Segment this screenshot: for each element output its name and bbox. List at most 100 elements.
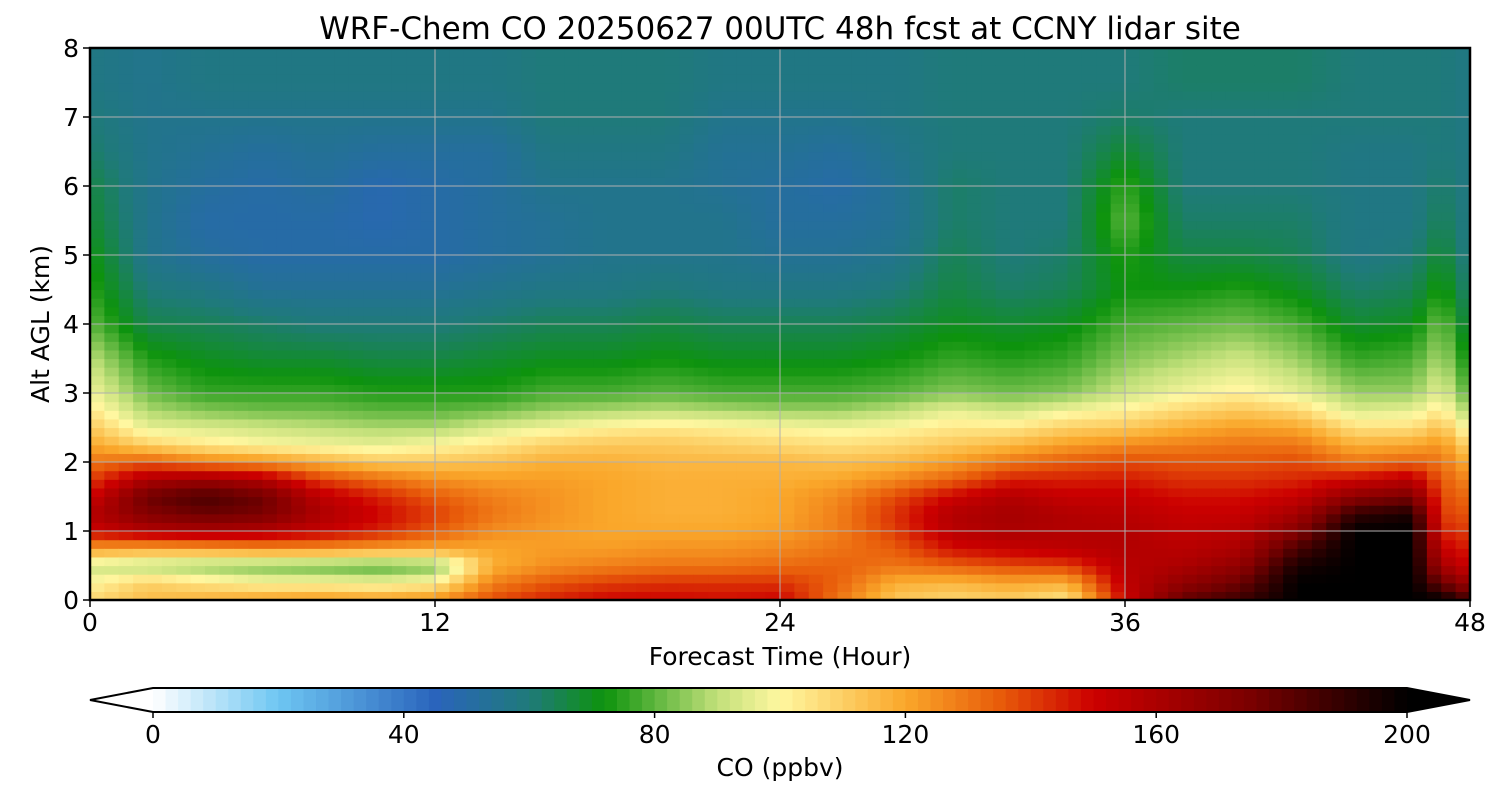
- heatmap-cell: [435, 548, 450, 558]
- heatmap-cell: [722, 237, 738, 247]
- heatmap-cell: [233, 496, 249, 506]
- heatmap-cell: [693, 565, 709, 575]
- heatmap-cell: [1125, 341, 1140, 351]
- heatmap-cell: [794, 556, 810, 567]
- heatmap-cell: [276, 393, 292, 403]
- heatmap-cell: [176, 82, 192, 92]
- heatmap-cell: [320, 99, 335, 109]
- heatmap-cell: [794, 117, 810, 127]
- heatmap-cell: [420, 298, 436, 308]
- heatmap-cell: [420, 220, 436, 230]
- heatmap-cell: [535, 229, 551, 239]
- heatmap-cell: [276, 539, 292, 549]
- heatmap-cell: [851, 298, 867, 308]
- heatmap-cell: [334, 73, 350, 84]
- heatmap-cell: [693, 341, 709, 351]
- heatmap-cell: [219, 298, 235, 308]
- heatmap-cell: [938, 332, 954, 342]
- heatmap-cell: [521, 315, 537, 325]
- heatmap-cell: [1081, 349, 1097, 360]
- heatmap-cell: [1182, 272, 1198, 282]
- heatmap-cell: [851, 531, 867, 541]
- heatmap-cell: [219, 48, 235, 58]
- heatmap-cell: [435, 82, 450, 92]
- heatmap-cell: [248, 462, 264, 472]
- heatmap-cell: [205, 556, 220, 567]
- heatmap-cell: [334, 168, 350, 178]
- heatmap-cell: [363, 401, 379, 411]
- heatmap-cell: [535, 324, 551, 334]
- heatmap-cell: [995, 487, 1011, 498]
- heatmap-cell: [593, 384, 609, 394]
- heatmap-cell: [1196, 505, 1212, 515]
- heatmap-cell: [966, 531, 982, 541]
- heatmap-cell: [1038, 496, 1054, 506]
- heatmap-cell: [1024, 410, 1040, 420]
- heatmap-cell: [104, 263, 120, 273]
- heatmap-cell: [1139, 220, 1155, 230]
- heatmap-cell: [1139, 393, 1155, 403]
- heatmap-cell: [506, 470, 522, 480]
- heatmap-cell: [952, 332, 968, 342]
- heatmap-cell: [334, 496, 350, 506]
- heatmap-cell: [521, 487, 537, 498]
- heatmap-cell: [1081, 272, 1097, 282]
- heatmap-cell: [736, 582, 752, 592]
- heatmap-cell: [1038, 65, 1054, 75]
- heatmap-cell: [550, 401, 565, 411]
- heatmap-cell: [1125, 125, 1140, 135]
- heatmap-cell: [348, 229, 364, 239]
- heatmap-cell: [851, 487, 867, 498]
- heatmap-cell: [593, 324, 609, 334]
- heatmap-cell: [765, 108, 781, 118]
- heatmap-cell: [952, 82, 968, 92]
- heatmap-cell: [90, 177, 105, 187]
- heatmap-cell: [952, 531, 968, 541]
- heatmap-cell: [1010, 255, 1025, 265]
- heatmap-cell: [348, 349, 364, 360]
- heatmap-cell: [909, 298, 925, 308]
- heatmap-cell: [463, 539, 479, 549]
- heatmap-cell: [708, 168, 724, 178]
- heatmap-cell: [377, 505, 393, 515]
- heatmap-cell: [1110, 306, 1126, 316]
- heatmap-cell: [291, 556, 307, 567]
- heatmap-cell: [90, 246, 105, 256]
- heatmap-cell: [449, 237, 465, 247]
- heatmap-cell: [420, 332, 436, 342]
- heatmap-cell: [1153, 168, 1169, 178]
- heatmap-cell: [823, 505, 839, 515]
- heatmap-cell: [995, 349, 1011, 360]
- heatmap-cell: [521, 108, 537, 118]
- heatmap-cell: [1110, 393, 1126, 403]
- heatmap-cell: [995, 142, 1011, 153]
- heatmap-cell: [823, 582, 839, 592]
- heatmap-cell: [1182, 548, 1198, 558]
- heatmap-cell: [794, 99, 810, 109]
- heatmap-cell: [420, 168, 436, 178]
- heatmap-cell: [1153, 177, 1169, 187]
- heatmap-cell: [205, 427, 220, 437]
- heatmap-cell: [161, 168, 177, 178]
- heatmap-cell: [161, 160, 177, 170]
- heatmap-cell: [262, 384, 278, 394]
- heatmap-cell: [751, 522, 767, 532]
- heatmap-cell: [765, 444, 781, 454]
- heatmap-cell: [1168, 522, 1184, 532]
- heatmap-cell: [1096, 186, 1112, 196]
- heatmap-cell: [276, 341, 292, 351]
- heatmap-cell: [1067, 418, 1083, 429]
- heatmap-cell: [291, 513, 307, 523]
- heatmap-cell: [636, 289, 652, 299]
- heatmap-cell: [1081, 418, 1097, 429]
- heatmap-cell: [823, 410, 839, 420]
- heatmap-cell: [966, 99, 982, 109]
- heatmap-cell: [435, 349, 450, 360]
- heatmap-cell: [564, 324, 580, 334]
- heatmap-cell: [550, 280, 565, 291]
- heatmap-cell: [564, 48, 580, 58]
- heatmap-cell: [636, 496, 652, 506]
- heatmap-cell: [377, 332, 393, 342]
- heatmap-cell: [161, 306, 177, 316]
- heatmap-cell: [880, 255, 896, 265]
